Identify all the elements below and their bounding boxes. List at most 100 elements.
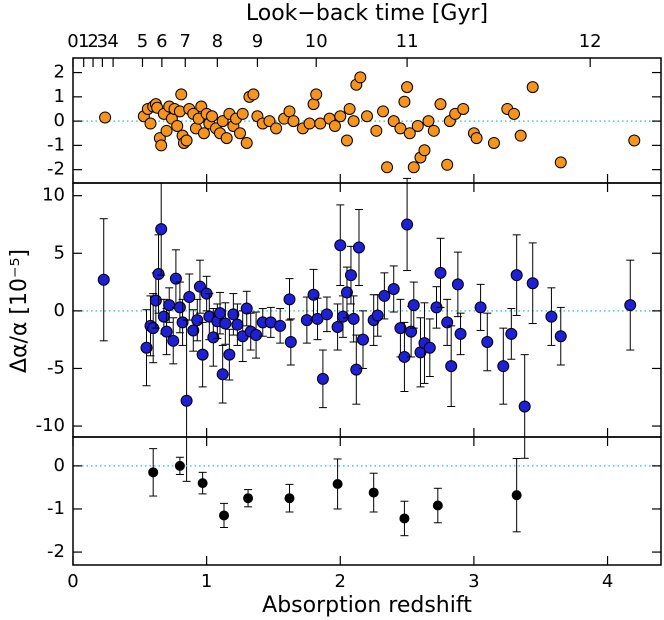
data-point bbox=[514, 129, 527, 142]
data-point bbox=[378, 289, 391, 302]
data-point bbox=[508, 107, 520, 120]
data-point bbox=[247, 88, 260, 101]
data-point bbox=[340, 286, 353, 299]
y-tick-label: -2 bbox=[47, 541, 65, 562]
data-point bbox=[311, 312, 324, 325]
data-point bbox=[347, 115, 360, 128]
data-point bbox=[173, 301, 186, 314]
data-point bbox=[441, 158, 454, 171]
data-point bbox=[274, 319, 287, 332]
x-tick-label: 1 bbox=[201, 571, 212, 592]
data-point bbox=[160, 124, 173, 137]
top-tick-label: 10 bbox=[305, 31, 328, 52]
data-point bbox=[511, 490, 522, 501]
data-point bbox=[394, 122, 407, 135]
top-tick-label: 2 bbox=[87, 31, 98, 52]
x-tick-label: 0 bbox=[67, 571, 78, 592]
data-point bbox=[526, 277, 539, 290]
y-tick-label: 2 bbox=[54, 62, 65, 83]
data-point bbox=[510, 269, 523, 282]
data-point bbox=[340, 134, 353, 147]
data-point bbox=[144, 117, 157, 130]
data-point bbox=[174, 460, 185, 471]
data-point bbox=[350, 363, 363, 376]
data-point bbox=[371, 309, 384, 322]
data-point bbox=[344, 269, 357, 282]
data-point bbox=[207, 331, 220, 344]
data-point bbox=[354, 71, 367, 84]
top-tick-label: 12 bbox=[579, 31, 602, 52]
data-point bbox=[163, 299, 176, 312]
data-point bbox=[155, 223, 168, 236]
top-axis-title: Look−back time [Gyr] bbox=[246, 1, 488, 26]
data-point bbox=[347, 312, 360, 325]
top-tick-label: 7 bbox=[180, 31, 191, 52]
data-point bbox=[160, 325, 173, 338]
data-point bbox=[191, 314, 204, 327]
data-point bbox=[481, 335, 494, 348]
data-point bbox=[334, 239, 347, 252]
data-point bbox=[197, 127, 210, 140]
x-tick-label: 3 bbox=[468, 571, 479, 592]
data-point bbox=[283, 293, 296, 306]
data-point bbox=[214, 307, 226, 320]
data-point bbox=[243, 493, 254, 504]
data-point bbox=[205, 110, 218, 123]
data-point bbox=[234, 127, 247, 140]
data-point bbox=[157, 310, 170, 323]
y-tick-label: -10 bbox=[36, 415, 65, 436]
y-axis-title: Δα/α [10⁻⁵] bbox=[7, 249, 32, 373]
data-point bbox=[284, 335, 297, 348]
data-point bbox=[398, 95, 411, 108]
data-point bbox=[240, 136, 253, 149]
data-point bbox=[451, 278, 464, 291]
data-point bbox=[148, 467, 159, 478]
data-point bbox=[624, 299, 637, 312]
data-point bbox=[231, 318, 244, 331]
data-point bbox=[169, 272, 182, 285]
data-point bbox=[307, 288, 320, 301]
data-point bbox=[407, 299, 420, 312]
data-point bbox=[328, 119, 341, 132]
data-point bbox=[320, 308, 333, 321]
data-point bbox=[97, 273, 110, 286]
data-point bbox=[370, 124, 383, 137]
data-point bbox=[401, 81, 414, 94]
data-point bbox=[99, 111, 112, 124]
data-point bbox=[149, 294, 162, 307]
data-point bbox=[387, 282, 400, 295]
data-point bbox=[334, 110, 347, 123]
data-point bbox=[250, 329, 263, 342]
data-point bbox=[236, 107, 249, 120]
data-point bbox=[394, 322, 407, 335]
data-point bbox=[223, 348, 236, 361]
data-point bbox=[381, 161, 394, 174]
data-point bbox=[284, 493, 295, 504]
data-point bbox=[331, 320, 344, 333]
top-tick-label: 11 bbox=[396, 31, 419, 52]
data-point bbox=[140, 341, 153, 354]
data-point bbox=[457, 102, 470, 115]
x-tick-label: 4 bbox=[602, 571, 613, 592]
data-point bbox=[526, 81, 539, 94]
top-tick-label: 5 bbox=[137, 31, 148, 52]
data-point bbox=[352, 241, 365, 254]
data-point bbox=[427, 124, 440, 137]
data-point bbox=[434, 98, 447, 111]
data-point bbox=[183, 291, 196, 304]
data-point bbox=[167, 334, 180, 347]
data-point bbox=[418, 144, 431, 157]
top-tick-label: 8 bbox=[212, 31, 223, 52]
data-point bbox=[152, 268, 165, 281]
data-point bbox=[310, 88, 323, 101]
data-point bbox=[422, 115, 435, 128]
data-point bbox=[405, 325, 418, 338]
x-axis-title: Absorption redshift bbox=[262, 593, 472, 618]
data-point bbox=[287, 115, 300, 128]
top-tick-label: 3 bbox=[97, 31, 108, 52]
data-point bbox=[216, 368, 229, 381]
y-tick-label: 0 bbox=[54, 455, 65, 476]
data-point bbox=[497, 360, 510, 373]
y-tick-label: 1 bbox=[54, 86, 65, 107]
